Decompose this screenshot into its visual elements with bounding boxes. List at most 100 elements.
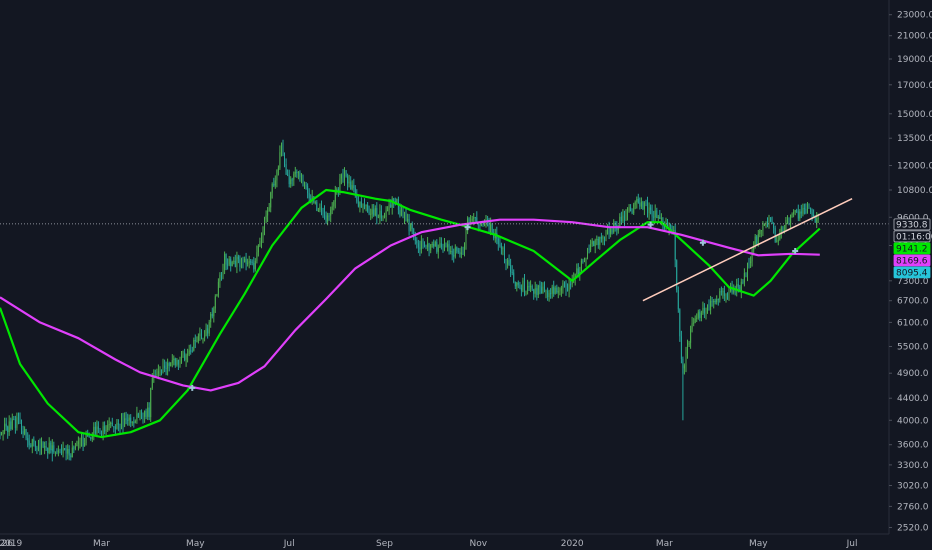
candle-body: [271, 184, 273, 193]
candle-body: [393, 198, 395, 201]
candle-body: [448, 244, 450, 252]
candle-body: [477, 223, 479, 226]
candle-body: [233, 260, 235, 262]
candle-body: [568, 284, 570, 291]
candle-body: [580, 260, 582, 272]
candle-body: [274, 180, 276, 186]
candle-body: [597, 239, 599, 245]
price-badge-label: 9330.8: [896, 220, 928, 230]
candle-body: [270, 192, 272, 208]
candle-body: [285, 164, 287, 175]
candle-body: [227, 264, 229, 266]
candle-body: [364, 203, 365, 207]
y-tick-label: 13500.0: [897, 134, 932, 144]
candle-body: [311, 196, 313, 201]
y-tick-label: 4000.0: [897, 416, 929, 426]
indicator-lines-layer: [0, 188, 853, 439]
candles-layer: [0, 139, 819, 462]
candle-body: [360, 201, 362, 208]
candle-body: [228, 258, 230, 265]
crossover-marker: [792, 248, 799, 255]
candle-body: [325, 215, 327, 222]
candle-body: [333, 201, 335, 207]
candle-body: [204, 335, 206, 339]
candle-body: [384, 217, 385, 219]
candle-body: [44, 446, 46, 448]
candle-body: [567, 289, 568, 292]
candle-body: [428, 243, 430, 251]
candle-body: [77, 441, 79, 445]
candle-body: [424, 245, 425, 247]
candle-body: [245, 258, 247, 265]
candle-body: [350, 181, 352, 190]
candle-body: [676, 260, 678, 290]
candle-body: [374, 208, 376, 216]
candle-body: [276, 170, 278, 181]
candle-body: [791, 213, 793, 215]
candle-body: [18, 417, 19, 420]
candle-body: [217, 281, 219, 295]
candle-body: [291, 179, 293, 181]
candle-body: [380, 210, 382, 219]
candle-body: [790, 214, 792, 224]
x-tick-label: 26: [2, 539, 14, 549]
candle-body: [201, 333, 202, 339]
candle-body: [257, 246, 259, 253]
candle-body: [524, 280, 525, 291]
candle-body: [110, 422, 112, 424]
candle-body: [268, 207, 270, 211]
candle-body: [590, 243, 592, 250]
candle-body: [803, 208, 805, 210]
candle-body: [139, 411, 141, 418]
candle-body: [161, 369, 162, 372]
candle-body: [177, 359, 179, 365]
candle-body: [417, 243, 419, 248]
x-tick-label: May: [749, 539, 768, 549]
candle-body: [633, 204, 635, 214]
candle-body: [602, 236, 604, 239]
candle-body: [720, 291, 722, 293]
time-axis[interactable]: [0, 534, 932, 550]
candle-body: [302, 176, 304, 186]
candle-body: [241, 260, 242, 267]
moving-average-green-line: [0, 188, 821, 439]
candle-body: [362, 203, 364, 208]
candle-body: [50, 442, 52, 450]
candle-body: [382, 217, 384, 219]
candle-body: [674, 230, 676, 261]
candle-body: [99, 429, 101, 433]
candle-body: [473, 217, 475, 219]
candle-body: [507, 260, 509, 265]
candle-body: [265, 215, 267, 220]
candle-body: [207, 328, 209, 334]
candle-body: [693, 322, 695, 324]
candle-body: [422, 241, 424, 246]
candle-body: [353, 185, 355, 189]
candle-body: [41, 442, 42, 449]
candle-body: [111, 422, 113, 427]
candle-body: [13, 419, 15, 421]
candle-body: [73, 447, 75, 449]
candle-body: [570, 284, 572, 286]
candle-body: [622, 215, 624, 222]
candle-body: [379, 210, 381, 218]
candle-body: [327, 215, 329, 222]
candle-body: [802, 208, 804, 214]
candle-body: [547, 290, 549, 298]
candle-body: [10, 421, 12, 429]
candle-body: [316, 202, 318, 211]
candle-body: [405, 212, 407, 221]
candle-body: [447, 244, 449, 248]
candle-body: [85, 433, 87, 443]
price-badge-box: [893, 266, 931, 279]
y-tick-label: 6700.0: [897, 297, 929, 307]
candle-body: [128, 417, 130, 421]
candle-body: [173, 358, 175, 361]
candle-body: [162, 365, 164, 372]
candle-body: [687, 344, 688, 354]
candle-body: [645, 202, 647, 204]
